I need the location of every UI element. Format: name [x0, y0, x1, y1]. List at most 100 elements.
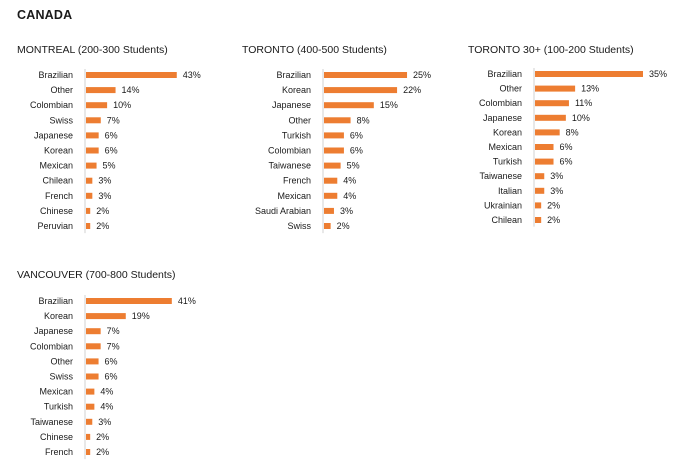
- bar-mexican: [324, 192, 338, 199]
- category-label-turkish: Turkish: [493, 157, 522, 167]
- bar-turkish: [535, 158, 554, 165]
- value-label-french: 2%: [96, 447, 109, 457]
- bar-mexican: [86, 162, 97, 169]
- category-label-korean: Korean: [44, 311, 73, 321]
- chart-montreal: MONTREAL (200-300 Students) Brazilian 43%…: [17, 44, 227, 244]
- value-label-japanese: 6%: [105, 130, 118, 140]
- bar-taiwanese: [324, 162, 341, 169]
- category-label-turkish: Turkish: [282, 130, 311, 140]
- chart-montreal-plot: Brazilian 43% Other 14% Colombian 10% Swiss 7% J…: [30, 69, 201, 234]
- category-label-japanese: Japanese: [34, 130, 73, 140]
- category-label-swiss: Swiss: [49, 372, 73, 382]
- value-label-colombian: 11%: [575, 98, 592, 108]
- value-label-chilean: 3%: [98, 176, 111, 186]
- bar-colombian: [86, 102, 108, 109]
- bar-korean: [324, 87, 398, 94]
- bar-other: [324, 117, 351, 124]
- value-label-chilean: 2%: [547, 215, 560, 225]
- value-label-turkish: 6%: [350, 130, 363, 140]
- category-label-chilean: Chilean: [42, 176, 73, 186]
- bar-brazilian: [86, 72, 177, 78]
- category-label-other: Other: [50, 85, 73, 95]
- category-label-other: Other: [50, 356, 73, 366]
- bar-taiwanese: [86, 418, 93, 425]
- category-label-chinese: Chinese: [40, 206, 73, 216]
- value-label-other: 8%: [357, 115, 370, 125]
- bar-peruvian: [86, 223, 91, 229]
- chart-title: TORONTO 30+ (100-200 Students): [468, 44, 634, 56]
- page-title: CANADA: [17, 8, 73, 22]
- value-label-mexican: 6%: [560, 142, 573, 152]
- bar-ukrainian: [535, 202, 542, 209]
- category-label-korean: Korean: [282, 85, 311, 95]
- category-label-colombian: Colombian: [30, 100, 73, 110]
- value-label-mexican: 5%: [103, 161, 116, 171]
- bar-brazilian: [324, 72, 408, 78]
- category-label-mexican: Mexican: [39, 161, 73, 171]
- bar-french: [86, 192, 93, 199]
- category-label-brazilian: Brazilian: [276, 70, 311, 80]
- value-label-ukrainian: 2%: [547, 200, 560, 210]
- value-label-brazilian: 35%: [649, 69, 667, 79]
- bar-colombian: [535, 100, 569, 107]
- bar-japanese: [86, 328, 101, 335]
- bar-swiss: [324, 223, 331, 229]
- value-label-other: 14%: [122, 85, 140, 95]
- value-label-brazilian: 43%: [183, 70, 201, 80]
- value-label-japanese: 7%: [107, 326, 120, 336]
- value-label-mexican: 4%: [100, 387, 113, 397]
- category-label-japanese: Japanese: [483, 113, 522, 123]
- bar-brazilian: [86, 298, 172, 304]
- category-label-colombian: Colombian: [268, 146, 311, 156]
- chart-toronto-30plus: TORONTO 30+ (100-200 Students) Brazilian…: [468, 44, 673, 244]
- category-label-saudi-arabian: Saudi Arabian: [255, 206, 311, 216]
- value-label-taiwanese: 3%: [98, 417, 111, 427]
- category-label-colombian: Colombian: [30, 341, 73, 351]
- bar-chilean: [535, 217, 542, 223]
- bar-korean: [86, 313, 126, 320]
- category-label-brazilian: Brazilian: [487, 69, 522, 79]
- bar-swiss: [86, 117, 101, 124]
- value-label-colombian: 7%: [107, 341, 120, 351]
- value-label-japanese: 10%: [572, 113, 590, 123]
- value-label-swiss: 2%: [337, 221, 350, 231]
- category-label-taiwanese: Taiwanese: [268, 161, 311, 171]
- category-label-chinese: Chinese: [40, 432, 73, 442]
- value-label-turkish: 4%: [100, 402, 113, 412]
- chart-toronto-plot: Brazilian 25% Korean 22% Japanese 15% Other 8% T…: [255, 69, 431, 234]
- bar-other: [86, 87, 116, 94]
- category-label-other: Other: [499, 84, 522, 94]
- value-label-colombian: 10%: [113, 100, 131, 110]
- value-label-turkish: 6%: [560, 157, 573, 167]
- category-label-japanese: Japanese: [34, 326, 73, 336]
- chart-vancouver: VANCOUVER (700-800 Students) Brazilian 41…: [17, 269, 227, 469]
- value-label-french: 4%: [343, 176, 356, 186]
- value-label-mexican: 4%: [343, 191, 356, 201]
- bar-french: [324, 177, 338, 184]
- bar-colombian: [324, 147, 344, 154]
- category-label-brazilian: Brazilian: [38, 296, 73, 306]
- value-label-brazilian: 25%: [413, 70, 431, 80]
- category-label-turkish: Turkish: [44, 402, 73, 412]
- category-label-mexican: Mexican: [488, 142, 522, 152]
- bar-chilean: [86, 177, 93, 184]
- bar-other: [86, 358, 99, 365]
- value-label-french: 3%: [98, 191, 111, 201]
- value-label-brazilian: 41%: [178, 296, 196, 306]
- chart-vancouver-plot: Brazilian 41% Korean 19% Japanese 7% Colombian…: [30, 295, 196, 460]
- bar-saudi-arabian: [324, 207, 334, 214]
- category-label-french: French: [283, 176, 311, 186]
- category-label-ukrainian: Ukrainian: [484, 200, 522, 210]
- category-label-chilean: Chilean: [491, 215, 522, 225]
- bar-korean: [535, 129, 560, 136]
- category-label-korean: Korean: [493, 127, 522, 137]
- category-label-swiss: Swiss: [49, 115, 73, 125]
- value-label-italian: 3%: [550, 186, 563, 196]
- category-label-peruvian: Peruvian: [37, 221, 73, 231]
- category-label-mexican: Mexican: [277, 191, 311, 201]
- value-label-chinese: 2%: [96, 206, 109, 216]
- value-label-peruvian: 2%: [96, 221, 109, 231]
- category-label-colombian: Colombian: [479, 98, 522, 108]
- bar-korean: [86, 147, 99, 154]
- bar-japanese: [324, 102, 374, 109]
